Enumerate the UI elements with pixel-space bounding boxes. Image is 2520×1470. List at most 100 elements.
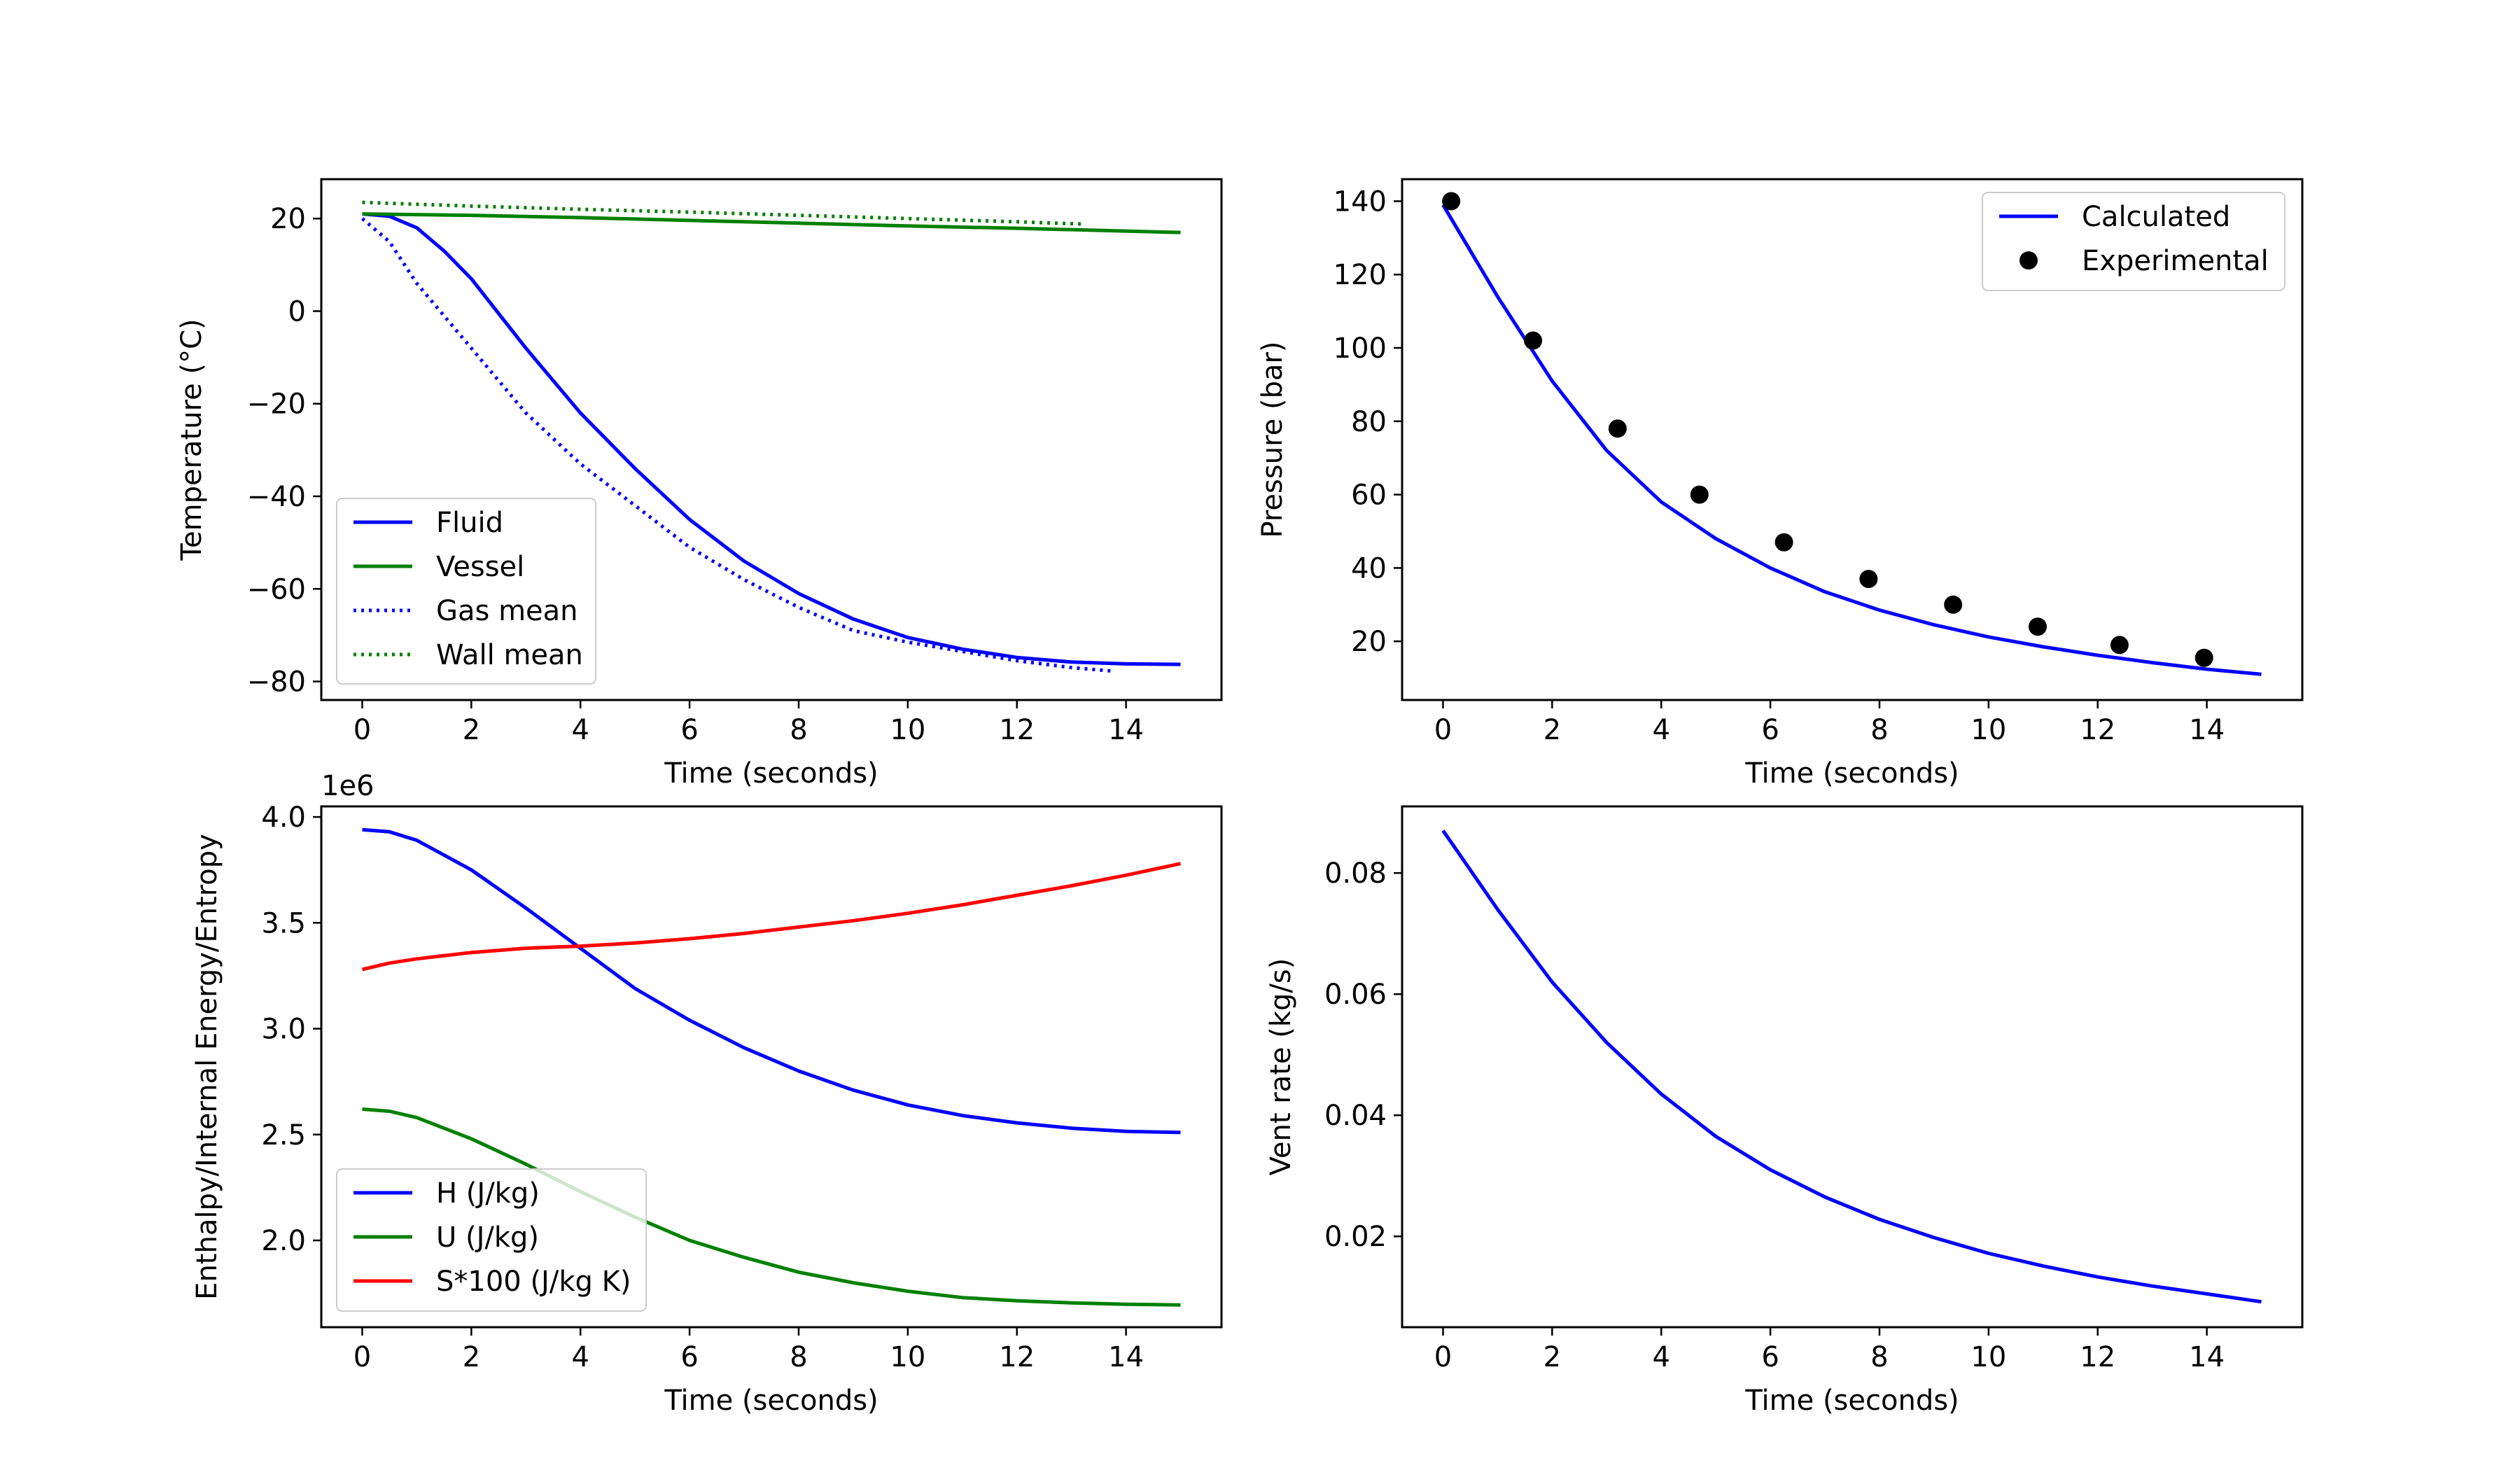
y-axis-label: Enthalpy/Internal Energy/Entropy: [191, 834, 223, 1300]
x-tick-label: 2: [463, 1341, 480, 1373]
y-tick-label: 20: [270, 203, 306, 235]
vessel-line: [362, 212, 1181, 234]
x-tick-label: 10: [890, 1341, 925, 1373]
y-tick-label: 20: [1351, 626, 1387, 658]
experimental-point: [1442, 192, 1461, 211]
x-tick-label: 0: [354, 1341, 371, 1373]
x-tick-label: 14: [2189, 714, 2225, 746]
temperature-series-group: [360, 200, 1181, 673]
x-tick-label: 14: [2189, 1341, 2225, 1373]
y-tick-label: 4.0: [261, 802, 306, 834]
experimental-point: [1944, 595, 1963, 614]
y-tick-label: 3.0: [261, 1014, 306, 1046]
y-tick-label: 0.06: [1324, 979, 1387, 1011]
y-tick-label: 2.0: [261, 1225, 306, 1257]
temperature-chart: 0 2 4 6 8 10 12 14 −80 −60 −40 −20 0 20 Time (seconds)…: [176, 178, 1223, 790]
legend-label: U (J/kg): [436, 1222, 539, 1254]
x-tick-label: 14: [1108, 1341, 1144, 1373]
x-tick-label: 4: [571, 714, 589, 746]
vent-plot-frame: [1401, 805, 2304, 1329]
x-tick-label: 0: [354, 714, 371, 746]
y-tick-label: 140: [1334, 186, 1387, 218]
legend-frame: [336, 1168, 647, 1312]
x-tick-label: 4: [1652, 714, 1670, 746]
legend-label: Fluid: [436, 507, 503, 539]
legend-label: S*100 (J/kg K): [436, 1266, 631, 1298]
y-axis-label: Temperature (°C): [176, 318, 208, 561]
x-tick-label: 2: [1544, 1341, 1561, 1373]
experimental-point: [2110, 636, 2129, 654]
h-j-kg-line: [362, 827, 1181, 1135]
experimental-point: [1690, 485, 1709, 504]
temperature-legend: Fluid Vessel Gas mean Wall mean: [336, 498, 596, 685]
y-tick-label: 100: [1334, 332, 1387, 365]
x-tick-label: 6: [1761, 714, 1779, 746]
legend-frame: [336, 498, 596, 685]
x-tick-label: 12: [999, 1341, 1035, 1373]
x-axis-label: Time (seconds): [1744, 757, 1959, 790]
u-j-kg-line: [362, 1107, 1181, 1307]
x-tick-label: 12: [2080, 714, 2115, 746]
vent-rate-line: [1441, 830, 2262, 1304]
pressure-legend: Calculated Experimental: [1982, 192, 2286, 291]
x-tick-label: 14: [1108, 714, 1144, 746]
energy-plot-frame: [320, 805, 1223, 1329]
y-tick-label: 0: [288, 295, 306, 328]
experimental-point: [1608, 419, 1627, 438]
y-tick-label: −80: [247, 666, 306, 699]
y-tick-label: −20: [247, 388, 306, 421]
y-axis-label: Vent rate (kg/s): [1265, 958, 1297, 1176]
x-tick-label: 2: [463, 714, 480, 746]
x-axis-label: Time (seconds): [1744, 1385, 1959, 1417]
pressure-chart: 0 2 4 6 8 10 12 14 20 40 60 80 100 120 140 Time (second…: [1256, 178, 2304, 790]
experimental-point: [1859, 570, 1878, 589]
energy-legend: H (J/kg) U (J/kg) S*100 (J/kg K): [336, 1168, 647, 1312]
vent-rate-chart: 0 2 4 6 8 10 12 14 0.02 0.04 0.06 0.08 Time (seconds…: [1265, 805, 2304, 1417]
x-tick-label: 4: [1652, 1341, 1670, 1373]
fluid-line: [362, 212, 1181, 666]
legend-label: Calculated: [2082, 201, 2230, 233]
y-tick-label: 2.5: [261, 1119, 306, 1152]
experimental-point: [2194, 648, 2213, 667]
vent-series-group: [1441, 830, 2262, 1304]
energy-series-group: [361, 827, 1182, 1307]
legend-label: Wall mean: [436, 639, 583, 671]
y-tick-label: 60: [1351, 479, 1387, 512]
y-tick-label: 0.08: [1324, 858, 1387, 890]
experimental-point: [2028, 617, 2047, 636]
y-tick-label: 40: [1351, 552, 1387, 584]
calculated-line: [1441, 204, 2262, 676]
legend-marker: [2019, 251, 2038, 270]
legend-label: Experimental: [2082, 245, 2269, 277]
x-tick-label: 0: [1434, 1341, 1452, 1373]
legend-label: Gas mean: [436, 595, 578, 627]
x-tick-label: 8: [1870, 714, 1888, 746]
x-axis-label: Time (seconds): [664, 757, 878, 790]
x-tick-label: 2: [1544, 714, 1561, 746]
y-tick-label: −40: [247, 481, 306, 513]
legend-label: Vessel: [436, 551, 524, 583]
x-tick-label: 10: [1970, 714, 2006, 746]
x-tick-label: 10: [890, 714, 925, 746]
temperature-plot-frame: [320, 178, 1223, 701]
legend-label: H (J/kg): [436, 1177, 540, 1210]
x-tick-label: 12: [2080, 1341, 2115, 1373]
pressure-series-group: [1441, 192, 2262, 676]
x-tick-label: 8: [790, 714, 807, 746]
x-tick-label: 6: [680, 714, 698, 746]
x-tick-label: 8: [790, 1341, 807, 1373]
experimental-point: [1524, 331, 1543, 350]
y-tick-label: 3.5: [261, 907, 306, 939]
y-axis-label: Pressure (bar): [1256, 341, 1289, 538]
x-axis-label: Time (seconds): [664, 1385, 878, 1417]
y-axis-offset-label: 1e6: [321, 770, 374, 802]
energy-chart: 0 2 4 6 8 10 12 14 2.0 2.5 3.0 3.5 4.0 Time (seconds)…: [191, 770, 1223, 1417]
x-tick-label: 4: [571, 1341, 589, 1373]
x-tick-label: 12: [999, 714, 1035, 746]
s-100-j-kg-k-line: [361, 862, 1182, 972]
x-tick-label: 10: [1970, 1341, 2006, 1373]
x-tick-label: 6: [1761, 1341, 1779, 1373]
y-tick-label: 80: [1351, 406, 1387, 438]
experimental-point: [1774, 533, 1793, 552]
y-tick-label: 0.02: [1324, 1221, 1387, 1253]
